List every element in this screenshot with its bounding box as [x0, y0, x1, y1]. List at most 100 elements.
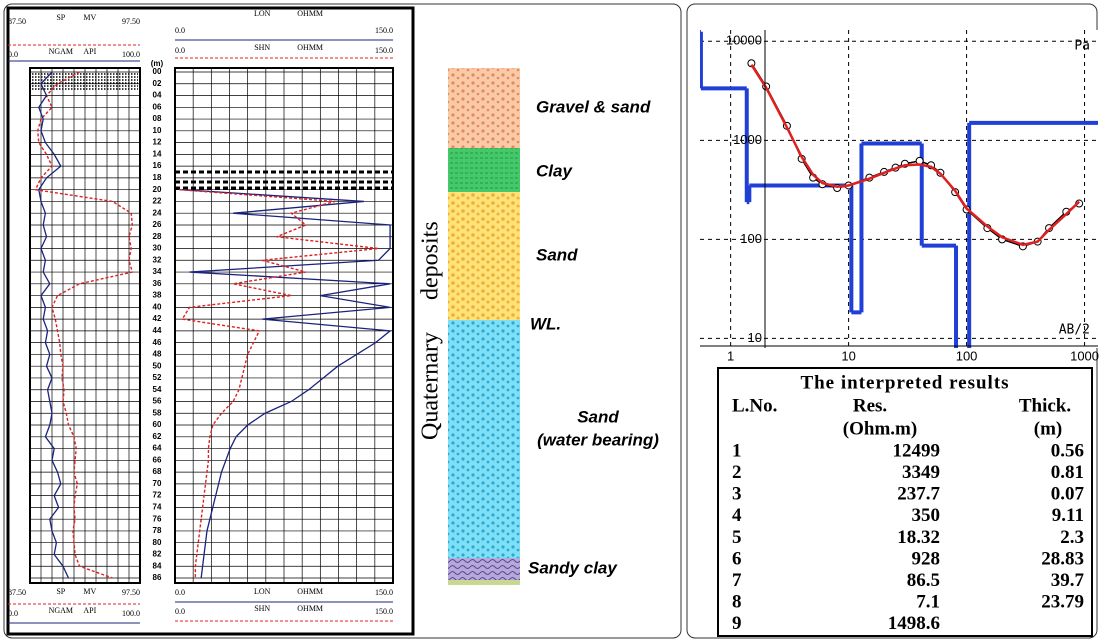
table-text: 5: [732, 527, 742, 548]
table-text: 350: [912, 505, 941, 526]
table-text: 1498.6: [888, 613, 940, 634]
scale-label: 150.0: [375, 588, 393, 597]
layer-label: WL.: [530, 314, 561, 333]
layer-label: Sand: [577, 407, 619, 426]
table-text: 2: [732, 462, 742, 483]
depth-label: 00: [153, 67, 162, 76]
table-text: 928: [912, 548, 941, 569]
scale-label: 97.50: [122, 17, 140, 26]
curve-unit: OHMM: [297, 604, 323, 613]
depth-label: 70: [153, 479, 162, 488]
depth-label: 80: [153, 538, 162, 547]
scale-label: 0.0: [8, 50, 18, 59]
table-text: 9.11: [1052, 505, 1084, 526]
depth-label: 16: [153, 161, 162, 170]
depth-label: 60: [153, 420, 162, 429]
page: Gravel & sand Clay Sand WL. Sand (water …: [0, 0, 1101, 643]
scale-label: 150.0: [375, 26, 393, 35]
depth-label: 44: [153, 326, 162, 335]
table-text: 0.07: [1051, 484, 1085, 505]
depth-label: 06: [153, 102, 162, 111]
depth-label: 28: [153, 232, 162, 241]
table-text: Thick.: [1019, 395, 1071, 416]
curve-unit: MV: [83, 13, 96, 22]
table-text: 0.81: [1051, 462, 1084, 483]
scale-label: 87.50: [8, 17, 26, 26]
table-text: 3: [732, 484, 742, 505]
depth-label: 26: [153, 220, 162, 229]
curve-unit: API: [83, 47, 96, 56]
curve-name: LON: [254, 9, 271, 18]
y-tick-label: 10: [748, 330, 762, 345]
layer-label: Gravel & sand: [536, 97, 651, 116]
scale-label: 0.0: [175, 26, 185, 35]
formation: deposits: [418, 221, 444, 300]
layer-clay: [448, 148, 520, 192]
depth-label: 20: [153, 185, 162, 194]
table-text: 237.7: [897, 484, 940, 505]
scale-label: 100.0: [122, 609, 140, 618]
x-tick-label: 1000: [1070, 348, 1099, 363]
table-text: 23.79: [1041, 592, 1084, 613]
scale-label: 0.0: [175, 607, 185, 616]
curve-name: NGAM: [49, 606, 73, 615]
curve-name: SP: [56, 13, 65, 22]
depth-label: 50: [153, 361, 162, 370]
layer-sandy-clay: [448, 558, 520, 580]
curve-unit: OHMM: [297, 587, 323, 596]
layer-sand: [448, 192, 520, 320]
table-text: 2.3: [1060, 527, 1084, 548]
y-tick-label: 10000: [726, 33, 762, 48]
table-text: 7: [732, 570, 742, 591]
depth-label: 74: [153, 503, 162, 512]
scale-label: 0.0: [175, 588, 185, 597]
table-text: 4: [732, 505, 742, 526]
table-text: (Ohm.m): [843, 418, 917, 439]
depth-label: 68: [153, 467, 162, 476]
depth-label: 32: [153, 255, 162, 264]
scale-label: 150.0: [375, 46, 393, 55]
scale-label: 0.0: [8, 609, 18, 618]
y-tick-label: 100: [740, 231, 762, 246]
scale-label: 87.50: [8, 588, 26, 597]
depth-label: 36: [153, 279, 162, 288]
depth-label: 66: [153, 455, 162, 464]
depth-label: 40: [153, 302, 162, 311]
depth-label: 12: [153, 138, 162, 147]
depth-label: 72: [153, 491, 162, 500]
layer-label: Sandy clay: [528, 558, 618, 577]
depth-label: 46: [153, 338, 162, 347]
x-tick-label: 1: [727, 348, 734, 363]
depth-label: 24: [153, 208, 162, 217]
layer-label: Sand: [536, 245, 578, 264]
depth-label: 48: [153, 350, 162, 359]
depth-label: 38: [153, 291, 162, 300]
scale-label: 150.0: [375, 607, 393, 616]
depth-label: 14: [153, 149, 162, 158]
depth-label: 58: [153, 408, 162, 417]
table-text: 39.7: [1051, 570, 1085, 591]
depth-label: 62: [153, 432, 162, 441]
y-tick-label: 1000: [733, 132, 762, 147]
scale-label: 100.0: [122, 50, 140, 59]
depth-label: 18: [153, 173, 162, 182]
layer-bottom: [448, 580, 520, 585]
table-text: 86.5: [907, 570, 940, 591]
table-text: 18.32: [897, 527, 940, 548]
lithology: Gravel & sand Clay Sand WL. Sand (water …: [418, 68, 660, 585]
curve-unit: OHMM: [297, 43, 323, 52]
depth-label: 56: [153, 397, 162, 406]
scale-label: 0.0: [175, 46, 185, 55]
formation: Quaternary: [418, 332, 444, 440]
depth-label: 78: [153, 526, 162, 535]
depth-label: 34: [153, 267, 162, 276]
depth-label: 22: [153, 197, 162, 206]
table-text: Res.: [853, 395, 887, 416]
depth-label: 52: [153, 373, 162, 382]
curve-name: SHN: [254, 604, 270, 613]
x-tick-label: 10: [841, 348, 855, 363]
layer-label: (water bearing): [537, 430, 659, 449]
depth-label: 10: [153, 126, 162, 135]
depth-label: 08: [153, 114, 162, 123]
layer-gravel: [448, 68, 520, 148]
